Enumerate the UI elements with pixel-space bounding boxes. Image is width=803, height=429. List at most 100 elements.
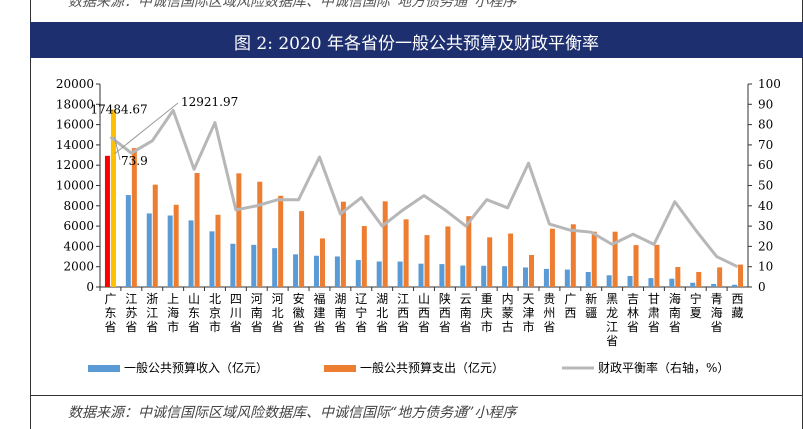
legend-label-balance-rate: 财政平衡率（右轴，%） <box>598 360 729 375</box>
right-tick-label: 10 <box>758 260 773 274</box>
annotation-revenue-guangdong: 12921.97 <box>181 95 238 109</box>
expenditure-bar <box>131 148 137 287</box>
revenue-bar <box>502 266 508 287</box>
revenue-bar <box>606 275 612 287</box>
x-tick-label: 西藏 <box>732 292 744 320</box>
x-tick-label: 云南省 <box>460 292 472 334</box>
right-tick-label: 100 <box>758 77 781 91</box>
top-source-note: 数据来源：中诚信国际区域风险数据库、中诚信国际“地方债务通”小程序 <box>68 0 517 10</box>
x-tick-label: 重庆市 <box>481 292 493 334</box>
right-tick-label: 40 <box>758 199 773 213</box>
left-tick-label: 12000 <box>56 158 94 172</box>
expenditure-bar <box>403 219 409 287</box>
right-tick-label: 70 <box>758 138 773 152</box>
x-tick-label: 河南省 <box>251 292 263 334</box>
revenue-bar <box>355 260 361 287</box>
expenditure-bar <box>717 267 723 287</box>
revenue-bar <box>230 243 236 287</box>
expenditure-bar <box>340 201 346 287</box>
x-tick-label: 福建省 <box>313 291 325 334</box>
revenue-bar <box>251 244 257 287</box>
expenditure-bar <box>319 238 325 287</box>
bottom-source-note: 数据来源：中诚信国际区域风险数据库、中诚信国际“地方债务通”小程序 <box>68 405 517 421</box>
chart-bars <box>104 109 744 287</box>
left-tick-label: 4000 <box>63 239 94 253</box>
x-tick-label: 北京市 <box>209 292 221 334</box>
revenue-bar <box>418 263 424 287</box>
x-tick-label: 山东省 <box>188 292 200 334</box>
x-tick-label: 新疆 <box>585 291 597 320</box>
left-tick-label: 0 <box>86 280 94 294</box>
chart-axes: 0 2000 4000 6000 8000 10000 12000 14000 16000 180… <box>56 77 781 294</box>
expenditure-bar <box>633 245 639 287</box>
x-tick-label: 海南省 <box>669 291 681 334</box>
x-tick-label: 江西省 <box>397 292 409 334</box>
x-tick-label: 浙江省 <box>146 292 158 334</box>
revenue-bar <box>313 255 319 287</box>
x-tick-label: 江苏省 <box>125 292 137 334</box>
expenditure-bar <box>612 231 618 287</box>
x-tick-label: 山西省 <box>418 292 430 334</box>
revenue-bar <box>272 248 278 287</box>
expenditure-bar <box>173 204 179 287</box>
revenue-bar <box>334 256 340 287</box>
left-tick-label: 6000 <box>63 219 94 233</box>
x-tick-label: 宁夏 <box>690 291 702 320</box>
revenue-bar <box>627 275 633 287</box>
expenditure-bar <box>549 228 555 287</box>
revenue-bar <box>188 220 194 287</box>
right-tick-label: 20 <box>758 239 773 253</box>
expenditure-bar <box>278 195 284 287</box>
frame-bottom-rule <box>30 395 803 396</box>
x-tick-label: 甘肃省 <box>648 292 660 334</box>
revenue-bar <box>669 278 675 287</box>
chart-legend: 一般公共预算收入（亿元） 一般公共预算支出（亿元） 财政平衡率（右轴，%） <box>88 360 729 375</box>
x-tick-label: 吉林省 <box>627 292 639 334</box>
x-tick-label: 贵州省 <box>543 292 555 334</box>
expenditure-bar <box>382 201 388 287</box>
expenditure-bar <box>361 226 367 287</box>
x-tick-label: 安徽省 <box>293 291 305 334</box>
expenditure-bar <box>591 231 597 287</box>
x-tick-label: 湖北省 <box>376 291 388 334</box>
right-tick-label: 50 <box>758 179 773 193</box>
x-tick-label: 上海市 <box>167 292 179 334</box>
expenditure-bar <box>257 181 263 287</box>
figure-title-bar: 图 2: 2020 年各省份一般公共预算及财政平衡率 <box>30 22 803 58</box>
annotation-expenditure-guangdong: 17484.67 <box>90 103 147 117</box>
expenditure-bar <box>529 255 535 287</box>
bar-line-chart: 0 2000 4000 6000 8000 10000 12000 14000 16000 180… <box>56 77 781 375</box>
expenditure-bar <box>152 184 158 287</box>
revenue-bar <box>104 155 110 287</box>
expenditure-bar <box>738 264 744 287</box>
revenue-bar <box>585 272 591 287</box>
x-axis-labels: 广东省江苏省浙江省上海市山东省北京市四川省河南省河北省安徽省福建省湖南省辽宁省湖… <box>104 291 743 348</box>
revenue-bar <box>146 213 152 287</box>
expenditure-bar <box>654 244 660 287</box>
revenue-bar <box>564 269 570 287</box>
right-tick-label: 60 <box>758 158 773 172</box>
revenue-bar <box>732 284 738 287</box>
x-tick-label: 广西 <box>564 292 576 320</box>
revenue-bar <box>293 254 299 287</box>
revenue-bar <box>167 215 173 287</box>
expenditure-bar <box>675 267 681 287</box>
right-tick-label: 80 <box>758 118 773 132</box>
left-tick-label: 8000 <box>63 199 94 213</box>
revenue-bar <box>648 278 654 287</box>
x-tick-label: 广东省 <box>104 292 116 334</box>
annotation-leader-revenue <box>114 102 179 155</box>
expenditure-bar <box>110 109 116 287</box>
legend-swatch-expenditure <box>324 365 356 372</box>
x-tick-label: 黑龙江省 <box>606 292 618 348</box>
expenditure-bar <box>445 226 451 287</box>
revenue-bar <box>376 261 382 287</box>
left-tick-label: 20000 <box>56 77 94 91</box>
expenditure-bar <box>570 224 576 287</box>
legend-label-expenditure: 一般公共预算支出（亿元） <box>360 360 504 375</box>
expenditure-bar <box>299 211 305 287</box>
left-tick-label: 10000 <box>56 179 94 193</box>
chart-line <box>109 108 739 269</box>
left-tick-label: 2000 <box>63 260 94 274</box>
revenue-bar <box>523 267 529 287</box>
